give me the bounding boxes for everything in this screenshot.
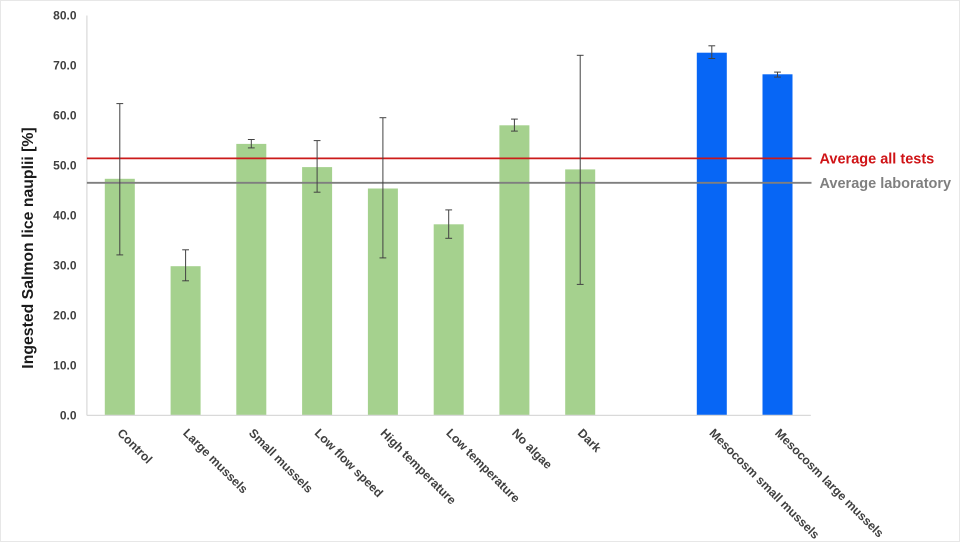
svg-text:0.0: 0.0 [60, 409, 77, 423]
svg-text:80.0: 80.0 [53, 9, 77, 23]
svg-text:Average all tests: Average all tests [820, 151, 935, 167]
svg-text:10.0: 10.0 [53, 359, 77, 373]
svg-text:60.0: 60.0 [53, 109, 77, 123]
svg-text:Ingested Salmon lice nauplii [: Ingested Salmon lice nauplii [%] [20, 127, 37, 368]
svg-text:40.0: 40.0 [53, 209, 77, 223]
svg-text:50.0: 50.0 [53, 159, 77, 173]
svg-text:30.0: 30.0 [53, 259, 77, 273]
svg-text:70.0: 70.0 [53, 59, 77, 73]
svg-text:Average laboratory: Average laboratory [820, 176, 952, 192]
svg-text:20.0: 20.0 [53, 309, 77, 323]
